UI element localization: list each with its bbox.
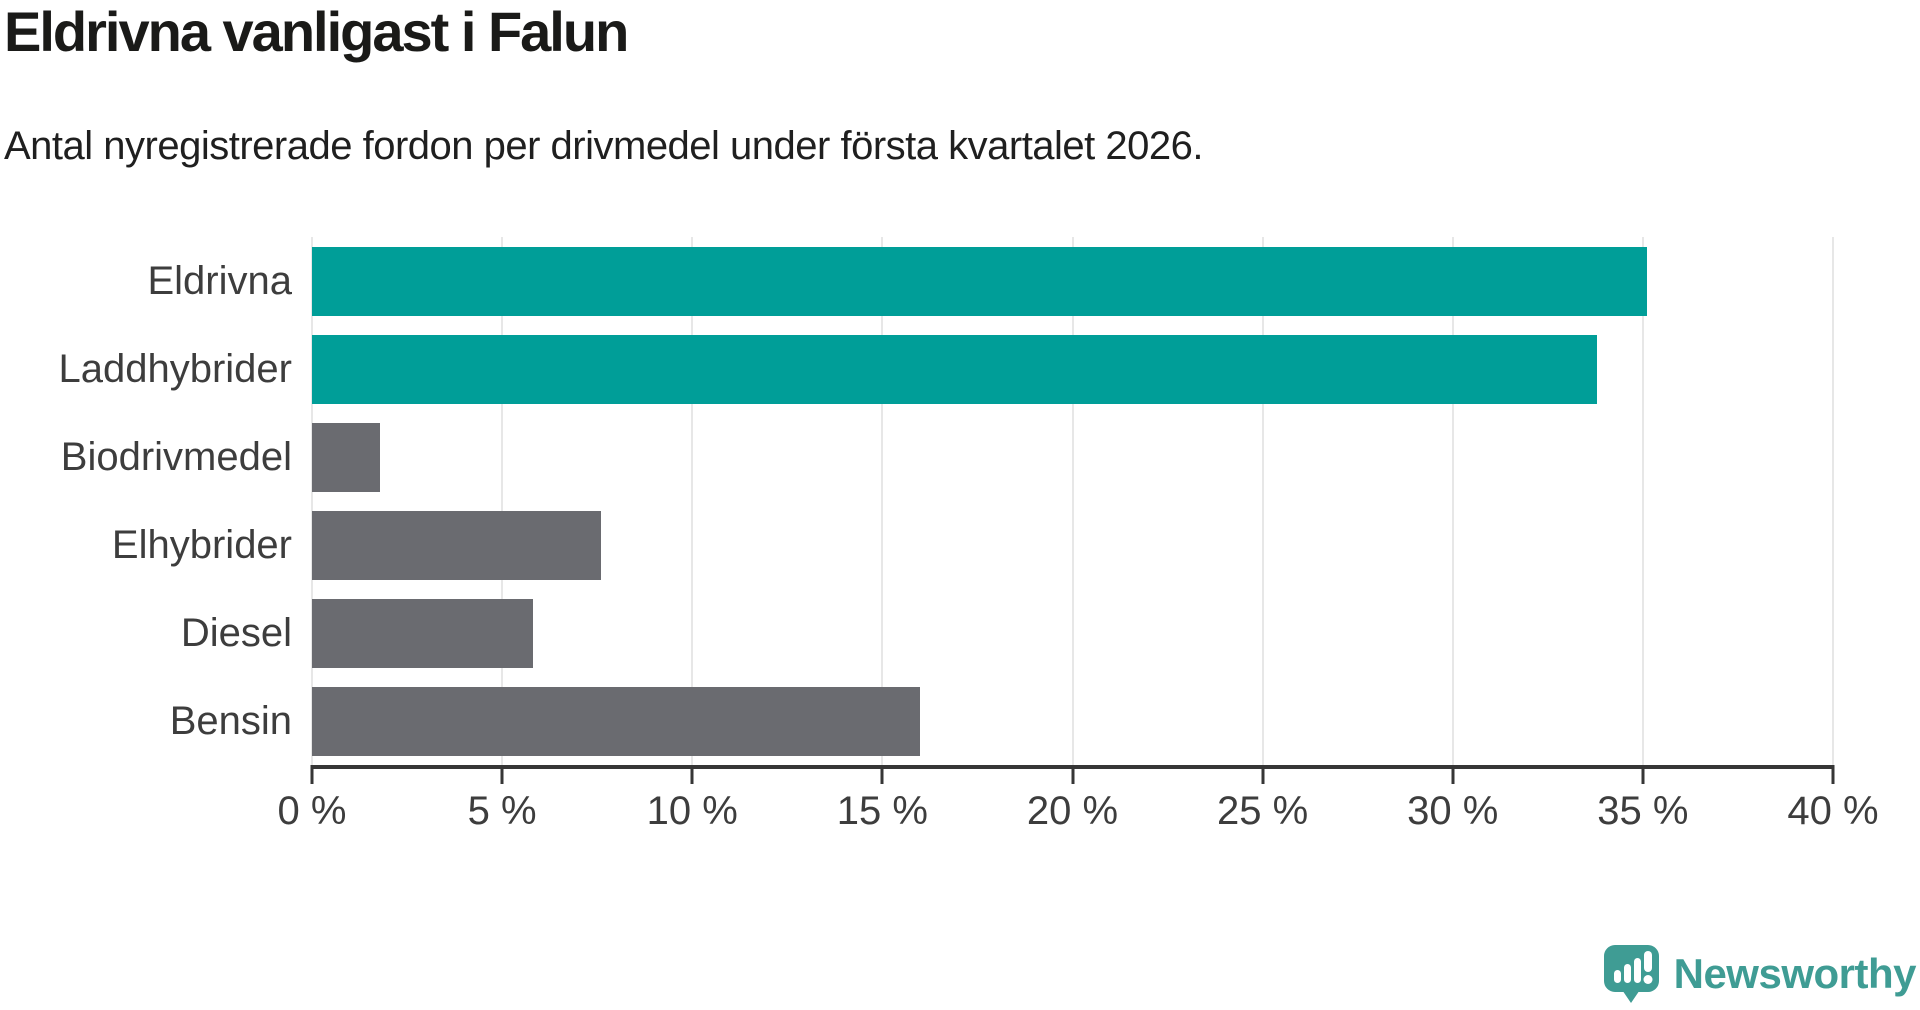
bar-diesel (312, 598, 533, 668)
x-axis-tick-label: 30 % (1407, 789, 1499, 833)
bar-eldrivna (312, 246, 1647, 316)
x-axis-tick-label: 35 % (1597, 789, 1689, 833)
x-axis-tick-label: 15 % (836, 789, 928, 833)
x-axis-tick-label: 25 % (1217, 789, 1309, 833)
x-axis-tick-label: 20 % (1026, 789, 1119, 833)
x-axis-tick (1071, 765, 1074, 784)
newsworthy-logo: Newsworthy (1603, 944, 1917, 1004)
gridline (1641, 237, 1644, 765)
category-label: Elhybrider (111, 523, 292, 567)
newsworthy-speech-bubble-chart-icon (1603, 945, 1659, 1003)
gridline (1261, 237, 1264, 765)
category-label: Diesel (180, 611, 292, 655)
chart-title: Eldrivna vanligast i Falun (4, 0, 629, 63)
gridline (691, 237, 694, 765)
x-axis-tick (690, 765, 694, 784)
gridline (311, 237, 313, 765)
category-label: Bensin (169, 699, 292, 743)
gridline (881, 237, 884, 765)
x-axis-tick-label: 0 % (277, 789, 347, 833)
gridline (1071, 237, 1074, 765)
x-axis-tick (1261, 765, 1265, 784)
gridline (501, 237, 504, 765)
x-axis-tick (310, 765, 314, 784)
x-axis-tick-label: 5 % (467, 789, 537, 833)
x-axis-tick (1641, 765, 1645, 784)
x-axis-tick-label: 10 % (646, 789, 738, 833)
category-label: Laddhybrider (58, 347, 293, 391)
gridline (1451, 237, 1454, 765)
x-axis-tick (1831, 765, 1835, 784)
gridline (1832, 237, 1834, 765)
x-axis-tick (500, 765, 504, 784)
chart-subtitle: Antal nyregistrerade fordon per drivmede… (4, 124, 1204, 168)
category-label: Eldrivna (147, 259, 292, 303)
bar-elhybrider (312, 510, 601, 580)
bar-biodrivmedel (312, 422, 381, 492)
bar-bensin (312, 686, 921, 756)
x-axis-tick (880, 765, 884, 784)
x-axis-tick-label: 40 % (1787, 789, 1879, 833)
bar-chart-plot: 0 % 5 % 10 % 15 % 20 % 25 % 30 % 35 % 40 % (278, 237, 1879, 833)
brand-name: Newsworthy (1673, 950, 1917, 997)
x-axis-tick (1451, 765, 1455, 784)
category-labels: Eldrivna Laddhybrider Biodrivmedel Elhybrid… (0, 237, 293, 765)
category-label: Biodrivmedel (60, 435, 292, 479)
bar-laddhybrider (312, 334, 1598, 404)
